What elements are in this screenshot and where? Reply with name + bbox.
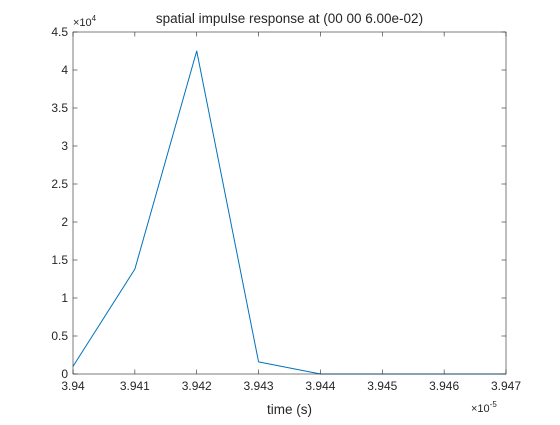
- y-exponent-base: ×10: [73, 17, 92, 29]
- y-axis-ticks: 0 0.5 1 1.5 2 2.5 3 3.5 4 4.5: [51, 25, 506, 381]
- axes-box: [72, 31, 507, 375]
- chart-title: spatial impulse response at (00 00 6.00e…: [156, 11, 423, 26]
- y-tick-label: 1: [61, 291, 68, 305]
- y-tick-label: 3.5: [51, 101, 68, 115]
- y-tick-label: 4: [61, 63, 68, 77]
- plot-background: [73, 32, 506, 374]
- y-tick-label: 0: [61, 367, 68, 381]
- x-tick-label: 3.944: [305, 379, 335, 393]
- y-tick-label: 1.5: [51, 253, 68, 267]
- x-tick-label: 3.945: [367, 379, 397, 393]
- y-tick-label: 2: [61, 215, 68, 229]
- y-tick-label: 3: [61, 139, 68, 153]
- x-tick-label: 3.943: [244, 379, 274, 393]
- y-exponent-power: 4: [92, 14, 97, 23]
- x-tick-label: 3.947: [491, 379, 521, 393]
- y-tick-label: 4.5: [51, 25, 68, 39]
- x-exponent-power: -5: [490, 400, 498, 409]
- x-axis-ticks: 3.94 3.941 3.942 3.943 3.944 3.945 3.946 3.947: [61, 32, 521, 393]
- x-tick-label: 3.942: [182, 379, 212, 393]
- x-axis-label: time (s): [267, 402, 312, 417]
- x-tick-label: 3.941: [120, 379, 150, 393]
- x-axis-exponent: ×10-5: [471, 400, 497, 415]
- y-tick-label: 0.5: [51, 329, 68, 343]
- x-tick-label: 3.946: [429, 379, 459, 393]
- x-tick-label: 3.94: [61, 379, 85, 393]
- x-exponent-base: ×10: [471, 403, 490, 415]
- y-axis-exponent: ×104: [73, 14, 97, 29]
- y-tick-label: 2.5: [51, 177, 68, 191]
